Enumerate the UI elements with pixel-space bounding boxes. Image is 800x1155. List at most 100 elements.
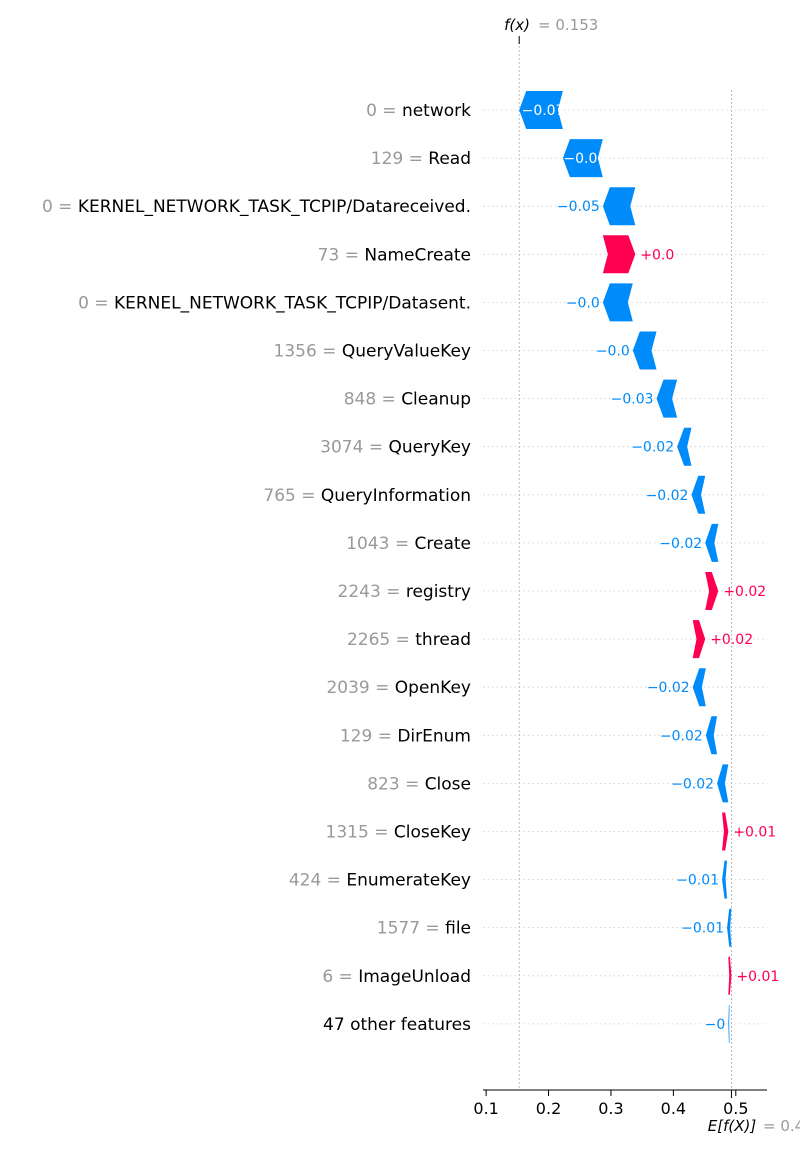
feature-name: thread bbox=[415, 630, 471, 650]
feature-value: 73 = bbox=[318, 245, 365, 265]
bar-value-label: −0.01 bbox=[676, 873, 719, 889]
feature-value: 0 = bbox=[366, 101, 402, 121]
feature-label: 3074 = QueryKey bbox=[320, 438, 471, 458]
feature-name: network bbox=[402, 101, 471, 121]
feature-label: 47 other features bbox=[323, 1015, 471, 1035]
feature-name: Read bbox=[428, 149, 471, 169]
bar-value-label: −0.02 bbox=[659, 536, 702, 552]
feature-label: 0 = network bbox=[366, 101, 471, 121]
feature-label: 424 = EnumerateKey bbox=[289, 871, 471, 891]
feature-name: Create bbox=[415, 534, 472, 554]
bar-value-label: −0.05 bbox=[557, 199, 600, 215]
feature-name: QueryInformation bbox=[321, 486, 471, 506]
x-tick-label: 0.3 bbox=[598, 1099, 623, 1118]
feature-label: 848 = Cleanup bbox=[344, 390, 471, 410]
waterfall-bar bbox=[656, 379, 678, 418]
feature-value: 1315 = bbox=[326, 823, 394, 843]
feature-name: CloseKey bbox=[394, 823, 471, 843]
bar-value-label: +0.01 bbox=[736, 969, 779, 985]
fx-label: f(x) bbox=[504, 16, 530, 34]
feature-value: 129 = bbox=[340, 726, 398, 746]
waterfall-bar bbox=[602, 187, 636, 226]
waterfall-bar bbox=[705, 716, 718, 755]
feature-value: 823 = bbox=[367, 774, 425, 794]
bar-value-label: −0.07 bbox=[522, 103, 565, 119]
feature-label: 2039 = OpenKey bbox=[326, 678, 471, 698]
bar-value-label: −0.02 bbox=[660, 728, 703, 744]
fx-annotation: f(x) = 0.153 bbox=[504, 16, 598, 34]
feature-label: 1315 = CloseKey bbox=[326, 823, 471, 843]
feature-value: 1356 = bbox=[274, 342, 342, 362]
feature-label: 0 = KERNEL_NETWORK_TASK_TCPIP/Datasent. bbox=[78, 293, 471, 313]
waterfall-bar bbox=[728, 956, 732, 995]
feature-label: 0 = KERNEL_NETWORK_TASK_TCPIP/Datareceiv… bbox=[42, 197, 471, 217]
ex-label: E[f(X)] bbox=[708, 1117, 757, 1135]
bars-layer: −0.07 −0.06 −0.05 +0.0 −0.0 −0.0 −0.03 −0.02 −0.… bbox=[519, 91, 779, 1043]
feature-name: QueryValueKey bbox=[342, 342, 471, 362]
feature-value: 424 = bbox=[289, 871, 347, 891]
feature-label: 1356 = QueryValueKey bbox=[274, 342, 472, 362]
bar-value-label: −0.06 bbox=[563, 151, 606, 167]
feature-label: 2265 = thread bbox=[347, 630, 471, 650]
feature-value: 2265 = bbox=[347, 630, 415, 650]
feature-value: 3074 = bbox=[320, 438, 388, 458]
waterfall-bar bbox=[722, 812, 729, 851]
waterfall-bar bbox=[602, 235, 636, 274]
feature-name: EnumerateKey bbox=[346, 871, 471, 891]
feature-value: 6 = bbox=[322, 967, 358, 987]
bar-value-label: −0.02 bbox=[671, 776, 714, 792]
feature-name: 47 other features bbox=[323, 1015, 471, 1035]
fx-value: = 0.153 bbox=[538, 16, 598, 34]
feature-name: Close bbox=[425, 774, 471, 794]
waterfall-bar bbox=[692, 668, 706, 707]
feature-name: DirEnum bbox=[397, 726, 471, 746]
x-tick-label: 0.1 bbox=[473, 1099, 498, 1118]
feature-labels-layer: 0 = network 129 = Read 0 = KERNEL_NETWORK_… bbox=[42, 101, 471, 1035]
feature-name: registry bbox=[406, 582, 471, 602]
feature-label: 1577 = file bbox=[377, 919, 471, 939]
feature-name: file bbox=[445, 919, 471, 939]
bar-value-label: −0.02 bbox=[631, 440, 674, 456]
feature-value: 1577 = bbox=[377, 919, 445, 939]
feature-value: 0 = bbox=[42, 197, 78, 217]
bar-value-label: +0.0 bbox=[640, 247, 674, 263]
waterfall-bar bbox=[705, 572, 719, 610]
feature-label: 765 = QueryInformation bbox=[263, 486, 471, 506]
feature-name: KERNEL_NETWORK_TASK_TCPIP/Datasent. bbox=[114, 293, 471, 313]
waterfall-bar bbox=[728, 1004, 730, 1043]
reference-lines bbox=[518, 36, 732, 1090]
ex-value: = 0.4 bbox=[763, 1117, 800, 1135]
bar-value-label: −0.02 bbox=[647, 680, 690, 696]
feature-label: 1043 = Create bbox=[346, 534, 471, 554]
waterfall-bar bbox=[691, 475, 706, 514]
bar-value-label: +0.01 bbox=[733, 825, 776, 841]
ex-annotation: E[f(X)] = 0.4 bbox=[708, 1117, 800, 1135]
waterfall-bar bbox=[562, 139, 603, 178]
waterfall-bar bbox=[632, 331, 657, 370]
feature-label: 129 = DirEnum bbox=[340, 726, 471, 746]
feature-label: 73 = NameCreate bbox=[318, 245, 471, 265]
bar-value-label: −0.03 bbox=[611, 392, 654, 408]
feature-name: NameCreate bbox=[364, 245, 471, 265]
waterfall-bar bbox=[519, 91, 563, 129]
feature-value: 0 = bbox=[78, 293, 114, 313]
bar-value-label: −0.0 bbox=[566, 295, 600, 311]
bar-value-label: −0.0 bbox=[596, 344, 630, 360]
bar-value-label: −0.01 bbox=[681, 921, 724, 937]
waterfall-bar bbox=[727, 908, 732, 947]
x-tick-label: 0.2 bbox=[536, 1099, 561, 1118]
feature-value: 765 = bbox=[263, 486, 321, 506]
waterfall-bar bbox=[717, 764, 729, 803]
x-tick-label: 0.5 bbox=[723, 1099, 748, 1118]
feature-name: ImageUnload bbox=[358, 967, 471, 987]
feature-value: 2039 = bbox=[326, 678, 394, 698]
waterfall-bar bbox=[705, 523, 719, 562]
feature-label: 823 = Close bbox=[367, 774, 471, 794]
feature-name: Cleanup bbox=[401, 390, 471, 410]
feature-name: KERNEL_NETWORK_TASK_TCPIP/Datareceived. bbox=[78, 197, 471, 217]
bar-value-label: −0 bbox=[705, 1017, 726, 1033]
waterfall-bar bbox=[602, 283, 633, 322]
bar-value-label: −0.02 bbox=[646, 488, 689, 504]
